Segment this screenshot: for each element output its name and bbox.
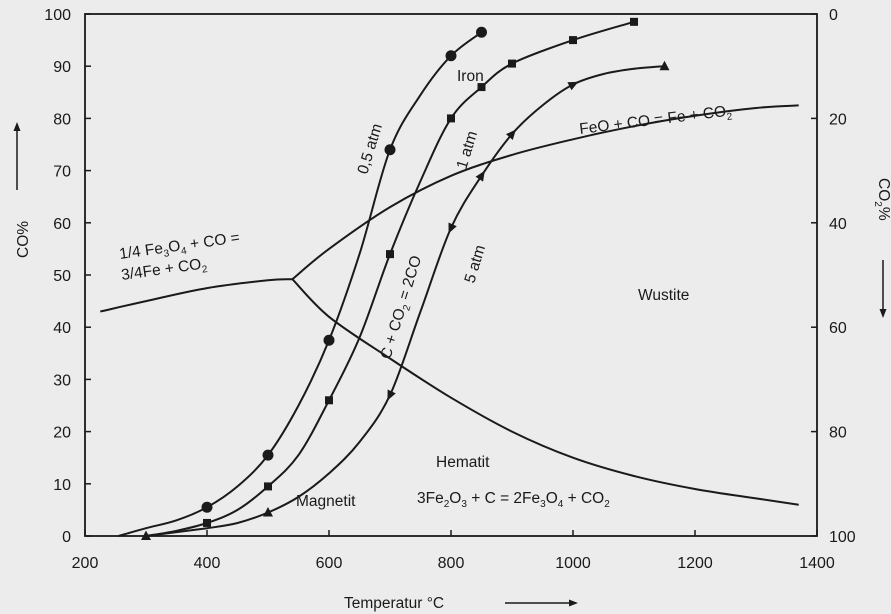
series-line-0 <box>118 31 483 537</box>
square-marker <box>508 59 516 68</box>
y-right-tick-label: 20 <box>829 111 847 128</box>
y-right-tick-label: 80 <box>829 425 847 442</box>
square-marker <box>203 518 211 527</box>
y-axis-left-title: CO% <box>15 221 32 258</box>
ticks: 200 400 600 800 1000 1200 14000102030405060708… <box>44 7 856 572</box>
y-axis-right-title: CO2% <box>872 178 891 221</box>
curves <box>100 20 799 537</box>
x-tick-label: 1400 <box>799 555 835 572</box>
y-axis-right-arrow <box>879 260 887 318</box>
direction-arrow <box>387 389 396 401</box>
series-line-3 <box>100 278 293 313</box>
direction-arrow <box>448 222 457 234</box>
x-tick-label: 800 <box>438 555 465 572</box>
direction-arrow <box>475 170 485 182</box>
square-marker <box>264 482 272 491</box>
y-tick-label: 30 <box>53 372 71 389</box>
annotation-hematit: Hematit <box>436 454 490 471</box>
circle-marker <box>476 26 487 38</box>
square-marker <box>477 83 486 92</box>
y-tick-label: 40 <box>53 320 71 337</box>
direction-arrow <box>567 81 579 91</box>
square-marker <box>630 17 638 26</box>
x-tick-label: 1000 <box>555 555 591 572</box>
y-tick-label: 10 <box>53 477 71 494</box>
y-axis-left-arrow <box>13 122 21 190</box>
triangle-marker <box>141 530 151 540</box>
circle-marker <box>262 449 274 461</box>
circle-marker <box>201 501 213 513</box>
triangle-marker <box>659 60 670 71</box>
y-right-tick-label: 100 <box>829 529 856 546</box>
x-axis-title: Temperatur °C <box>344 595 444 612</box>
circle-marker <box>384 144 396 156</box>
markers <box>141 17 670 540</box>
y-right-tick-label: 40 <box>829 216 847 233</box>
x-tick-label: 200 <box>72 555 99 572</box>
square-marker <box>569 36 577 45</box>
annotation-wustite: Wustite <box>638 287 689 304</box>
x-axis-arrow <box>505 599 578 607</box>
square-marker <box>386 250 394 259</box>
triangle-marker <box>263 507 273 517</box>
y-tick-label: 80 <box>53 111 71 128</box>
square-marker <box>325 396 333 405</box>
square-marker <box>447 114 455 123</box>
y-tick-label: 100 <box>44 7 71 24</box>
y-tick-label: 70 <box>53 164 71 181</box>
y-tick-label: 60 <box>53 216 71 233</box>
y-right-tick-label: 60 <box>829 320 847 337</box>
series-line-2 <box>145 65 665 537</box>
direction-arrow <box>505 129 516 141</box>
y-tick-label: 0 <box>62 529 71 546</box>
annotation-magnetit: Magnetit <box>296 493 356 510</box>
series-line-4 <box>291 104 799 280</box>
x-tick-label: 1200 <box>677 555 713 572</box>
circle-marker <box>445 50 457 62</box>
annotation-iron: Iron <box>457 68 484 85</box>
circle-marker <box>323 334 335 346</box>
y-right-tick-label: 0 <box>829 7 838 24</box>
series-line-5 <box>291 278 799 506</box>
y-tick-label: 20 <box>53 425 71 442</box>
series-line-1 <box>145 20 635 537</box>
y-tick-label: 90 <box>53 59 71 76</box>
x-tick-label: 400 <box>194 555 221 572</box>
y-tick-label: 50 <box>53 268 71 285</box>
x-tick-label: 600 <box>316 555 343 572</box>
